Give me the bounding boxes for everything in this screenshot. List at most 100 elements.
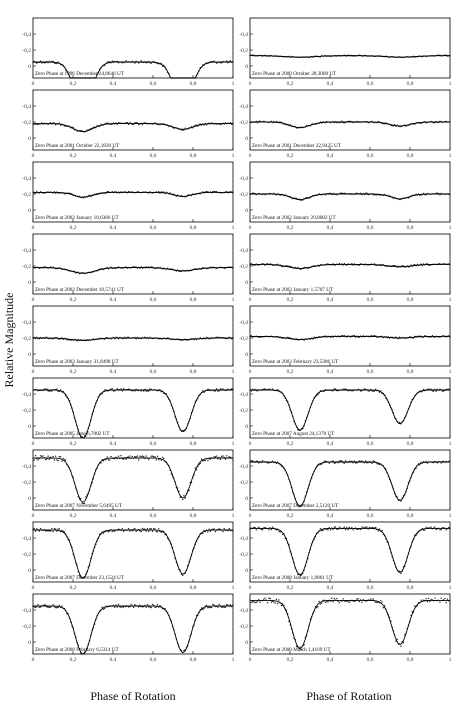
- data-point: [334, 462, 337, 464]
- data-point: [110, 388, 112, 390]
- data-point: [41, 455, 43, 458]
- data-point: [222, 606, 224, 608]
- data-point: [36, 528, 38, 530]
- data-point: [154, 122, 156, 124]
- data-points: [32, 454, 234, 505]
- data-point: [140, 530, 142, 533]
- x-tick-label: 0,6: [367, 441, 374, 447]
- y-tick-label: 0: [28, 64, 31, 70]
- x-tick-label: 0,2: [70, 513, 77, 519]
- data-point: [104, 389, 106, 391]
- plot-frame: [249, 89, 451, 151]
- x-axis-title-left: Phase of Rotation: [90, 689, 175, 703]
- x-tick-label: 1: [449, 513, 452, 519]
- data-point: [337, 600, 339, 602]
- data-point: [444, 597, 446, 600]
- data-point: [145, 606, 147, 609]
- data-point: [269, 597, 271, 600]
- data-point: [232, 459, 234, 462]
- data-point: [57, 606, 59, 609]
- data-point: [148, 530, 150, 533]
- y-tick-label: -0,2: [22, 408, 31, 414]
- x-tick-label: 0,2: [287, 225, 294, 231]
- data-point: [57, 460, 59, 462]
- data-point: [223, 606, 225, 609]
- data-point: [264, 388, 266, 390]
- data-point: [59, 456, 62, 458]
- data-point: [158, 528, 160, 530]
- data-point: [156, 531, 159, 533]
- data-point: [151, 455, 154, 457]
- y-tick-label: -0,2: [239, 120, 248, 126]
- light-curve-panel: -0,4 -0,2 0 0 0,2 0,4 0,6 0,8 1 Zero Phase at 200…: [239, 161, 452, 231]
- data-point: [122, 606, 125, 608]
- light-curve-panel: -0,4 -0,2 0 0 0,2 0,4 0,6 0,8 1 Zero Phase at 200…: [239, 521, 452, 591]
- model-curve: [250, 263, 450, 269]
- data-point: [57, 390, 59, 393]
- data-point: [142, 456, 145, 458]
- light-curve-panel: -0,4 -0,2 0 0 0,2 0,4 0,6 0,8 1 Zero Phase at 200…: [239, 305, 452, 375]
- data-point: [54, 606, 57, 609]
- y-tick-label: 0: [28, 640, 31, 646]
- x-tick-label: 1: [232, 153, 235, 159]
- x-tick-label: 1: [449, 657, 452, 663]
- data-point: [273, 601, 275, 603]
- panel-label: Zero Phase at 2001 October 22,1830 UT: [35, 143, 120, 149]
- data-point: [117, 528, 120, 530]
- y-tick-label: -0,2: [22, 624, 31, 630]
- data-point: [251, 460, 254, 462]
- x-axis-title-right: Phase of Rotation: [306, 689, 391, 703]
- y-tick-label: 0: [28, 136, 31, 142]
- data-point: [203, 459, 205, 462]
- x-tick-label: 1: [232, 225, 235, 231]
- data-point: [337, 528, 339, 530]
- data-point: [51, 527, 53, 530]
- y-tick-label: 0: [245, 640, 248, 646]
- x-tick-label: 0,6: [367, 225, 374, 231]
- x-tick-label: 0,6: [150, 513, 157, 519]
- data-point: [253, 600, 255, 603]
- data-point: [102, 608, 105, 610]
- data-point: [250, 601, 252, 604]
- data-point: [49, 122, 52, 124]
- data-point: [334, 526, 337, 528]
- data-point: [63, 531, 66, 533]
- panel-label: Zero Phase at 2002 December 10,5741 UT: [35, 287, 125, 293]
- data-point: [122, 388, 125, 390]
- y-tick-label: -0,2: [22, 552, 31, 558]
- data-point: [259, 601, 261, 603]
- x-tick-label: 1: [449, 585, 452, 591]
- light-curve-panel: -0,4 -0,2 0 0 0,2 0,4 0,6 0,8 1 Zero Phase at 200…: [22, 521, 235, 591]
- data-point: [137, 62, 140, 64]
- x-tick-label: 0,2: [70, 81, 77, 87]
- data-point: [217, 390, 219, 392]
- model-curve: [33, 61, 233, 79]
- data-point: [275, 529, 278, 531]
- x-tick-label: 0,4: [110, 657, 117, 663]
- data-point: [154, 528, 156, 530]
- x-tick-label: 0: [249, 513, 252, 519]
- data-point: [209, 530, 212, 532]
- data-point: [318, 600, 320, 603]
- data-point: [48, 458, 51, 460]
- data-point: [207, 459, 209, 462]
- data-point: [54, 528, 57, 530]
- x-tick-label: 0: [32, 657, 35, 663]
- panel-label: Zero Phase at 1996 December 24,8646 UT: [35, 71, 125, 77]
- light-curve-panel: -0,4 -0,2 0 0 0,2 0,4 0,6 0,8 1 Zero Phase at 200…: [22, 161, 235, 231]
- data-point: [46, 388, 48, 390]
- data-point: [153, 528, 155, 530]
- plot-frame: [32, 233, 234, 295]
- model-curve: [33, 123, 233, 133]
- data-point: [333, 462, 335, 464]
- data-point: [253, 526, 255, 529]
- data-point: [445, 601, 447, 604]
- data-point: [106, 61, 108, 63]
- x-tick-label: 0,8: [407, 225, 414, 231]
- data-point: [218, 528, 220, 530]
- x-tick-label: 0,2: [70, 585, 77, 591]
- data-point: [36, 62, 38, 64]
- data-point: [376, 601, 378, 604]
- data-point: [271, 388, 274, 390]
- plot-frame: [32, 377, 234, 439]
